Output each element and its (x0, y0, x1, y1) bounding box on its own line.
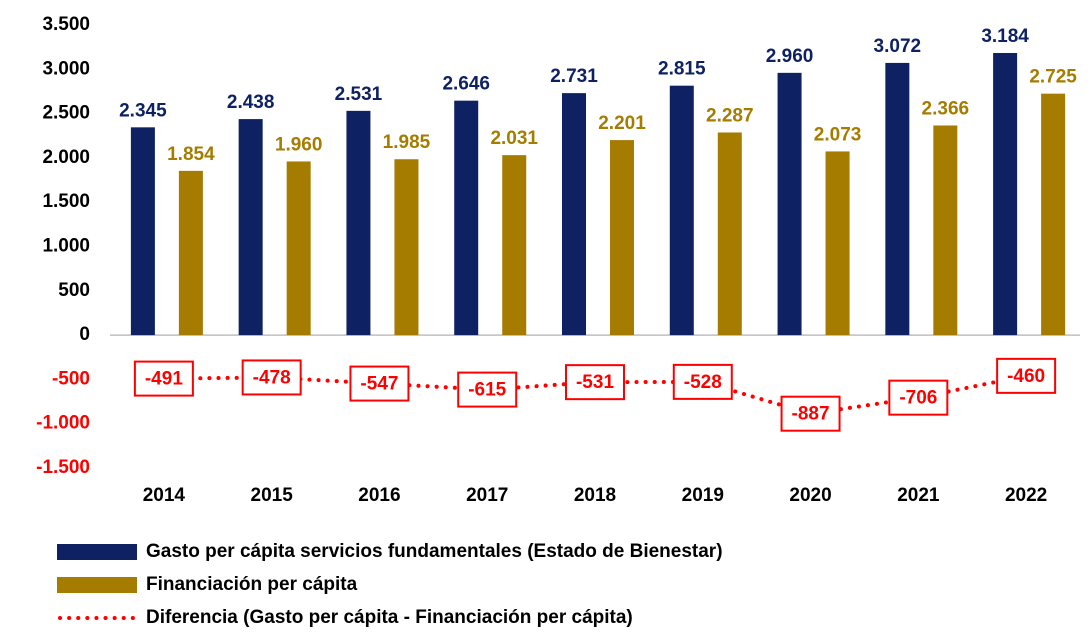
bar (286, 161, 311, 336)
y-tick-label: 2.000 (42, 147, 90, 168)
value-label: 2.646 (442, 74, 490, 95)
x-tick-label: 2022 (1005, 485, 1047, 506)
bar (669, 85, 694, 336)
bar (777, 72, 802, 336)
value-label: -706 (899, 388, 937, 409)
x-tick-label: 2016 (358, 485, 400, 506)
value-label: 2.725 (1029, 67, 1077, 88)
value-label: 2.201 (598, 113, 646, 134)
label-box (133, 360, 194, 397)
value-label: 1.854 (167, 144, 215, 165)
value-label: 1.960 (275, 134, 323, 155)
bar (562, 93, 586, 336)
x-tick-label: 2019 (682, 485, 724, 506)
value-label: 1.985 (383, 132, 431, 153)
y-tick-label: 3.000 (42, 58, 90, 79)
x-tick-label: 2014 (143, 485, 186, 506)
bar (993, 52, 1018, 336)
y-tick-label: 1.000 (42, 236, 90, 257)
bar (825, 151, 850, 336)
label-box (565, 364, 625, 401)
legend-swatch (57, 544, 137, 560)
label-box (349, 365, 410, 402)
bar (394, 159, 419, 336)
value-label: 2.345 (119, 100, 167, 121)
x-tick-label: 2021 (897, 485, 940, 506)
bar (502, 155, 527, 336)
bar (885, 62, 910, 336)
bar (1041, 93, 1066, 336)
y-tick-label: 500 (58, 280, 90, 301)
x-tick-label: 2015 (251, 485, 294, 506)
y-tick-label: 0 (79, 324, 90, 345)
bar (346, 110, 371, 336)
value-label: 3.184 (981, 26, 1029, 47)
value-label: 2.031 (490, 128, 538, 149)
value-label: -460 (1007, 366, 1045, 387)
bar (454, 100, 479, 336)
value-label: -547 (360, 374, 398, 395)
legend-label: Financiación per cápita (146, 574, 358, 595)
bar (238, 119, 263, 336)
legend-swatch (57, 577, 137, 593)
x-tick-label: 2017 (466, 485, 508, 506)
value-label: -531 (576, 372, 614, 393)
value-label: 2.531 (335, 84, 383, 105)
value-label: -528 (684, 372, 722, 393)
bar (717, 132, 742, 336)
x-tick-label: 2020 (789, 485, 831, 506)
value-label: -478 (253, 367, 291, 388)
bar (130, 127, 155, 336)
value-label: 2.287 (706, 105, 754, 126)
legend-label: Diferencia (Gasto per cápita - Financiac… (146, 607, 633, 628)
label-box (457, 371, 518, 408)
y-tick-label: 2.500 (42, 103, 90, 124)
y-tick-label: -1.000 (36, 413, 90, 434)
value-label: 2.073 (814, 124, 862, 145)
value-label: 2.960 (766, 46, 814, 67)
value-label: 2.438 (227, 92, 275, 113)
value-label: 2.815 (658, 59, 706, 80)
legend-label: Gasto per cápita servicios fundamentales… (146, 541, 723, 562)
value-label: 3.072 (874, 36, 922, 57)
y-tick-label: -1.500 (36, 457, 90, 478)
label-box (996, 357, 1057, 394)
value-label: -491 (145, 369, 183, 390)
bar (610, 140, 634, 336)
value-label: 2.366 (922, 98, 970, 119)
value-label: 2.731 (550, 66, 598, 87)
value-label: -615 (468, 380, 506, 401)
y-tick-label: 1.500 (42, 191, 90, 212)
y-tick-label: -500 (52, 368, 90, 389)
value-label: -887 (792, 404, 830, 425)
label-box (672, 363, 733, 400)
label-box (888, 379, 949, 416)
difference-line (161, 373, 1029, 416)
bar (178, 170, 203, 336)
x-tick-label: 2018 (574, 485, 616, 506)
label-box (780, 395, 841, 432)
label-box (241, 359, 302, 396)
y-tick-label: 3.500 (42, 14, 90, 35)
bar (933, 125, 958, 336)
